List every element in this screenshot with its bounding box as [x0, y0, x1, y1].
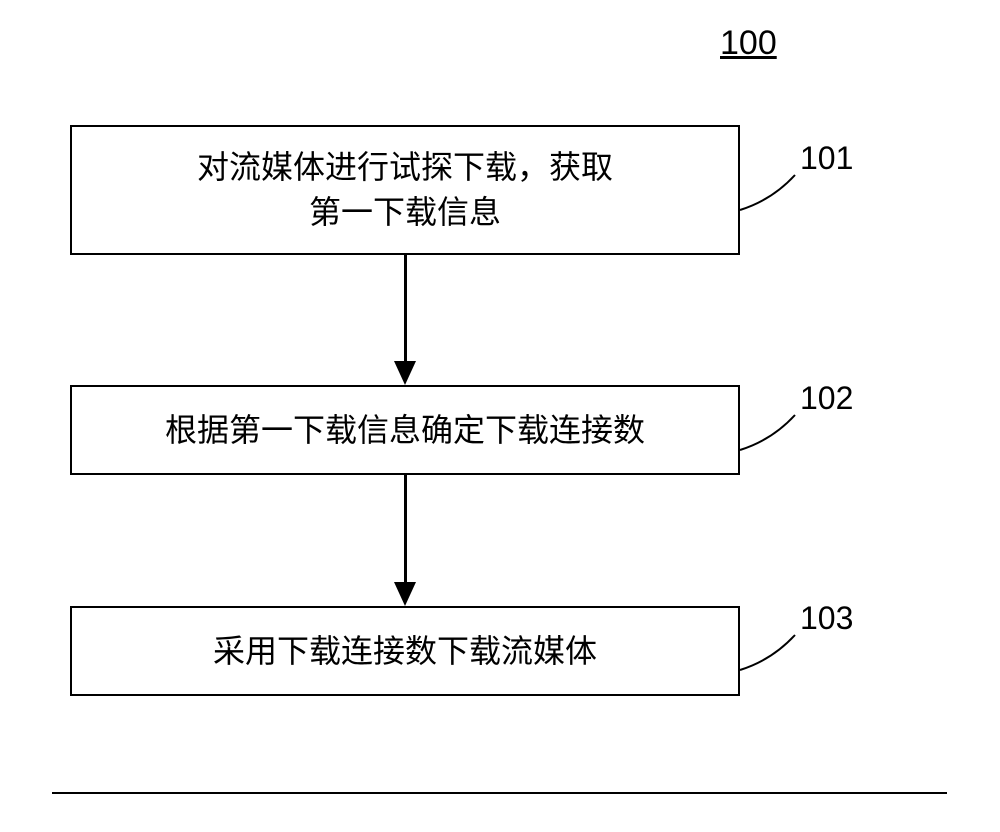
label-connector — [736, 171, 799, 214]
flow-step-label: 103 — [800, 600, 853, 637]
flow-step-label: 101 — [800, 140, 853, 177]
flow-step-box: 对流媒体进行试探下载，获取 第一下载信息 — [70, 125, 740, 255]
flowchart-canvas: 100 对流媒体进行试探下载，获取 第一下载信息 101 根据第一下载信息确定下载连… — [0, 0, 1000, 832]
label-connector — [736, 631, 799, 674]
flow-arrow-head — [394, 582, 416, 606]
figure-number: 100 — [720, 24, 777, 63]
flow-step-box: 采用下载连接数下载流媒体 — [70, 606, 740, 696]
flow-arrow-line — [404, 255, 407, 361]
bottom-separator-line — [52, 792, 947, 794]
flow-step-label: 102 — [800, 380, 853, 417]
flow-step-box: 根据第一下载信息确定下载连接数 — [70, 385, 740, 475]
label-connector — [736, 411, 799, 454]
flow-step-text: 采用下载连接数下载流媒体 — [213, 629, 597, 674]
flow-arrow-line — [404, 475, 407, 582]
flow-step-text: 根据第一下载信息确定下载连接数 — [165, 408, 645, 453]
flow-step-text: 对流媒体进行试探下载，获取 第一下载信息 — [197, 145, 613, 235]
flow-arrow-head — [394, 361, 416, 385]
